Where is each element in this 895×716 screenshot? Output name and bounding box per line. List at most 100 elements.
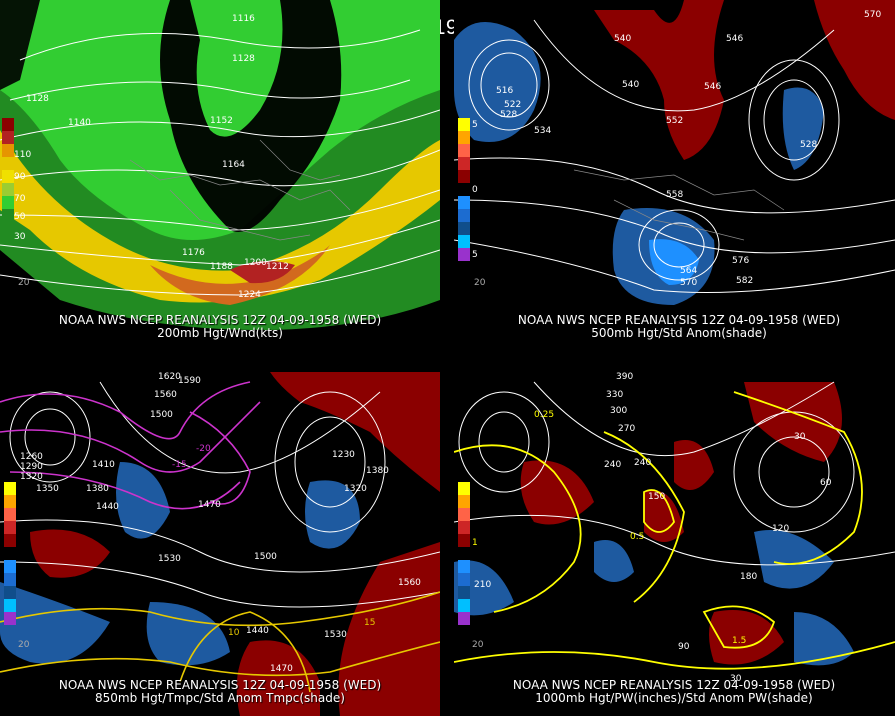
contour-label: 1470 xyxy=(198,500,221,510)
contour-label: 90 xyxy=(678,642,690,652)
contour-label: 1500 xyxy=(150,410,173,420)
contour-label: 552 xyxy=(666,116,684,126)
contour-label: 1560 xyxy=(398,578,421,588)
panel-850mb: 1620 1590 1560 1500 1410 1380 1350 1320 … xyxy=(0,372,440,716)
contour-label: 1164 xyxy=(222,160,245,170)
contour-label: 1320 xyxy=(20,472,43,482)
lat-label: 20 xyxy=(18,278,30,288)
contour-label: 210 xyxy=(474,580,492,590)
contour-label: 0.5 xyxy=(630,532,645,542)
lat-label: 20 xyxy=(18,640,30,650)
contour-label: 1224 xyxy=(238,290,261,300)
contour-label: 1116 xyxy=(232,14,255,24)
legend-200mb xyxy=(2,118,14,222)
panel-1000mb: 390 330 300 270 240 210 180 150 120 90 6… xyxy=(454,372,895,716)
contour-label: 1440 xyxy=(96,502,119,512)
panel-source: NOAA NWS NCEP REANALYSIS 12Z 04-09-1958 … xyxy=(517,313,841,327)
contour-label: 1140 xyxy=(68,118,91,128)
contour-label: 270 xyxy=(618,424,636,434)
contour-label: 1470 xyxy=(270,664,293,674)
contour-label: 390 xyxy=(616,372,634,382)
map-1000mb xyxy=(454,381,895,670)
panel-subtitle: 500mb Hgt/Std Anom(shade) xyxy=(591,326,767,340)
contour-label: 1500 xyxy=(254,552,277,562)
contour-label: 1560 xyxy=(154,390,177,400)
contour-label: 15 xyxy=(364,618,376,628)
contour-label: 1530 xyxy=(158,554,181,564)
contour-label: 1590 xyxy=(178,376,201,386)
contour-label: 528 xyxy=(800,140,818,150)
contour-label: 534 xyxy=(534,126,552,136)
legend-1000mb xyxy=(458,482,470,625)
legend-label: 90 xyxy=(14,172,26,182)
contour-label: 516 xyxy=(496,86,514,96)
contour-label: 1260 xyxy=(20,452,43,462)
contour-label: 0.25 xyxy=(534,410,555,420)
legend-label: 110 xyxy=(14,150,32,160)
contour-label: 1350 xyxy=(36,484,59,494)
contour-label: 522 xyxy=(504,100,522,110)
contour-label: 30 xyxy=(730,674,742,684)
contour-label: 1200 xyxy=(244,258,267,268)
lat-label: 20 xyxy=(474,278,486,288)
contour-label: 1 xyxy=(472,538,478,548)
panel-source: NOAA NWS NCEP REANALYSIS 12Z 04-09-1958 … xyxy=(58,313,382,327)
contour-label: 300 xyxy=(610,406,628,416)
map-200mb xyxy=(0,0,440,345)
contour-label: 240 xyxy=(604,460,622,470)
panel-subtitle: 200mb Hgt/Wnd(kts) xyxy=(157,326,283,340)
contour-label: 582 xyxy=(736,276,754,286)
panel-subtitle: 1000mb Hgt/PW(inches)/Std Anom PW(shade) xyxy=(535,691,813,705)
panel-500mb: 5 0 5 516 522 528 534 540 546 552 558 56… xyxy=(454,0,895,345)
panel-source: NOAA NWS NCEP REANALYSIS 12Z 04-09-1958 … xyxy=(58,678,382,692)
contour-label: 240 xyxy=(634,458,652,468)
contour-label: 570 xyxy=(864,10,882,20)
legend-label: 50 xyxy=(14,212,26,222)
lat-label: 20 xyxy=(472,640,484,650)
contour-label: 1212 xyxy=(266,262,289,272)
map-500mb xyxy=(454,0,895,305)
contour-label: 576 xyxy=(732,256,750,266)
contour-label: 546 xyxy=(726,34,744,44)
contour-label: 1152 xyxy=(210,116,233,126)
contour-label: 1230 xyxy=(332,450,355,460)
contour-label: 1530 xyxy=(324,630,347,640)
panel-source: NOAA NWS NCEP REANALYSIS 12Z 04-09-1958 … xyxy=(512,678,836,692)
contour-label: 1290 xyxy=(20,462,43,472)
contour-label: 1320 xyxy=(344,484,367,494)
contour-label: 528 xyxy=(500,110,518,120)
contour-label: 60 xyxy=(820,478,832,488)
contour-label: 120 xyxy=(772,524,790,534)
contour-label: 30 xyxy=(794,432,806,442)
contour-label: 1.5 xyxy=(732,636,747,646)
contour-label: 1380 xyxy=(366,466,389,476)
contour-label: 558 xyxy=(666,190,684,200)
contour-label: 1380 xyxy=(86,484,109,494)
contour-label: 1128 xyxy=(232,54,255,64)
contour-label: 1128 xyxy=(26,94,49,104)
contour-label: 546 xyxy=(704,82,722,92)
contour-label: 564 xyxy=(680,266,698,276)
legend-label: 5 xyxy=(472,250,478,260)
contour-label: -15 xyxy=(172,460,187,470)
panel-subtitle: 850mb Hgt/Tmpc/Std Anom Tmpc(shade) xyxy=(95,691,345,705)
contour-label: 1620 xyxy=(158,372,181,382)
contour-label: 1410 xyxy=(92,460,115,470)
legend-850mb xyxy=(4,482,16,625)
map-850mb xyxy=(0,372,440,716)
contour-label: 1188 xyxy=(210,262,233,272)
legend-label: 30 xyxy=(14,232,26,242)
panel-200mb: 110 90 70 50 30 1116 1128 1128 1140 1152… xyxy=(0,0,440,345)
contour-label: 540 xyxy=(622,80,640,90)
contour-label: 1440 xyxy=(246,626,269,636)
contour-label: 10 xyxy=(228,628,240,638)
contour-label: 1176 xyxy=(182,248,205,258)
contour-label: 570 xyxy=(680,278,698,288)
contour-label: 150 xyxy=(648,492,666,502)
legend-label: 0 xyxy=(472,185,478,195)
legend-label: 70 xyxy=(14,194,26,204)
contour-label: 330 xyxy=(606,390,624,400)
legend-label: 5 xyxy=(472,120,478,130)
legend-500mb xyxy=(458,118,470,261)
contour-label: 180 xyxy=(740,572,758,582)
